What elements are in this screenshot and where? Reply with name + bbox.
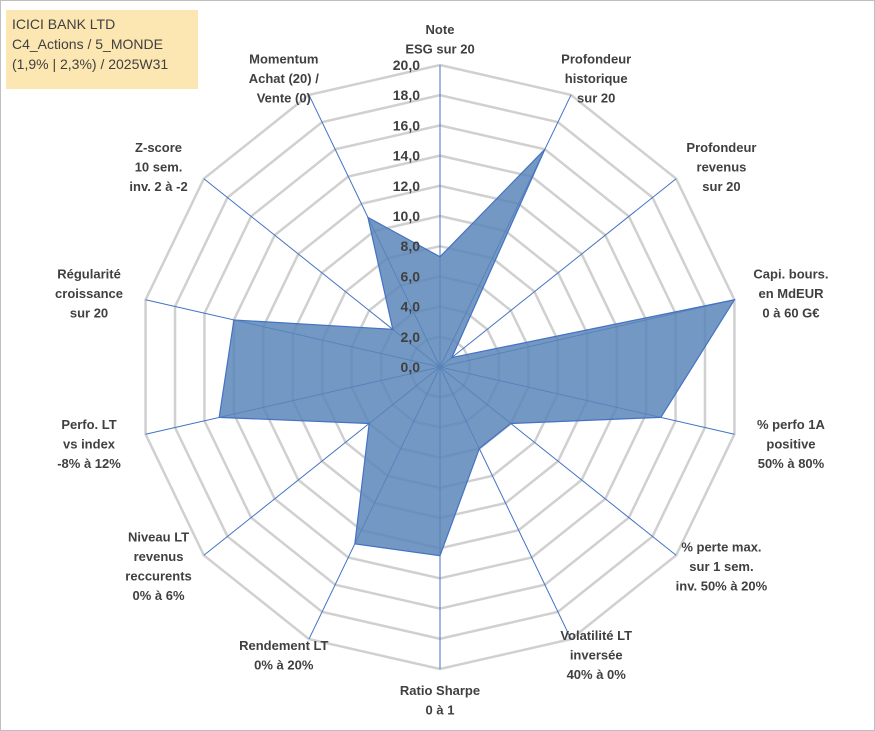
axis-label-line: Z-score xyxy=(135,140,182,155)
axis-label-line: 0% à 6% xyxy=(133,588,185,603)
axis-label-line: Profondeur xyxy=(561,51,631,66)
axis-label-10: Perfo. LT vs index -8% à 12% xyxy=(57,417,121,471)
axis-label-3: Capi. bours. en MdEUR 0 à 60 G€ xyxy=(753,267,828,321)
axis-label-line: % perte max. xyxy=(681,539,761,554)
axis-label-line: en MdEUR xyxy=(758,286,824,301)
axis-label-4: % perfo 1A positive 50% à 80% xyxy=(757,417,826,471)
tick-label: 14,0 xyxy=(393,148,420,164)
axis-label-11: Régularité croissance sur 20 xyxy=(55,267,123,321)
chart-title-line-1: ICICI BANK LTD xyxy=(12,16,116,32)
axis-label-line: Vente (0) xyxy=(257,90,311,105)
axis-label-13: Momentum Achat (20) / Vente (0) xyxy=(249,51,319,105)
axis-label-line: Ratio Sharpe xyxy=(400,683,480,698)
axis-label-line: % perfo 1A xyxy=(757,417,826,432)
axis-label-0: Note ESG sur 20 xyxy=(405,22,474,57)
axis-label-line: 0% à 20% xyxy=(254,657,314,672)
axis-label-line: Perfo. LT xyxy=(61,417,116,432)
tick-label: 0,0 xyxy=(401,359,421,375)
axis-label-line: Capi. bours. xyxy=(753,267,828,282)
axis-label-line: 0 à 1 xyxy=(426,703,455,718)
axis-label-line: -8% à 12% xyxy=(57,456,121,471)
axis-label-7: Ratio Sharpe 0 à 1 xyxy=(400,683,480,718)
axis-label-9: Niveau LT revenus reccurents 0% à 6% xyxy=(125,530,191,604)
axis-label-line: Achat (20) / xyxy=(249,71,319,86)
radar-tick-labels: 0,0 2,0 4,0 6,0 8,0 10,0 12,0 14,0 16,0 18,0 20,0 xyxy=(393,57,420,375)
axis-label-line: historique xyxy=(565,71,628,86)
tick-label: 20,0 xyxy=(393,57,420,73)
axis-label-line: inv. 2 à -2 xyxy=(129,179,187,194)
tick-label: 10,0 xyxy=(393,208,420,224)
chart-title-line-2: C4_Actions / 5_MONDE xyxy=(12,36,163,52)
axis-label-12: Z-score 10 sem. inv. 2 à -2 xyxy=(129,140,187,194)
axis-label-line: Note xyxy=(426,22,455,37)
chart-title-line-3: (1,9% | 2,3%) / 2025W31 xyxy=(12,56,169,72)
axis-label-line: ESG sur 20 xyxy=(405,42,474,57)
axis-label-line: 10 sem. xyxy=(135,160,183,175)
radar-series xyxy=(218,148,736,557)
tick-label: 2,0 xyxy=(401,329,421,345)
tick-label: 18,0 xyxy=(393,87,420,103)
chart-title-box: ICICI BANK LTD C4_Actions / 5_MONDE (1,9… xyxy=(6,10,198,89)
spoke-2 xyxy=(439,178,677,368)
axis-label-line: Volatilité LT xyxy=(560,628,632,643)
axis-label-line: inversée xyxy=(570,648,623,663)
axis-label-1: Profondeur historique sur 20 xyxy=(561,51,631,105)
axis-label-line: reccurents xyxy=(125,569,191,584)
axis-label-line: sur 20 xyxy=(702,179,740,194)
axis-label-line: sur 20 xyxy=(577,90,615,105)
axis-label-line: revenus xyxy=(134,549,184,564)
axis-label-line: Rendement LT xyxy=(239,638,328,653)
axis-label-6: Volatilité LT inversée 40% à 0% xyxy=(560,628,632,682)
axis-label-line: revenus xyxy=(697,160,747,175)
axis-label-line: 0 à 60 G€ xyxy=(762,306,819,321)
axis-label-line: Régularité xyxy=(57,267,121,282)
axis-label-line: Profondeur xyxy=(686,140,756,155)
tick-label: 16,0 xyxy=(393,117,420,133)
tick-label: 8,0 xyxy=(401,238,421,254)
axis-label-line: vs index xyxy=(63,436,116,451)
tick-label: 6,0 xyxy=(401,268,421,284)
axis-label-line: 40% à 0% xyxy=(567,667,627,682)
tick-label: 4,0 xyxy=(401,299,421,315)
axis-label-line: sur 1 sem. xyxy=(689,559,753,574)
axis-label-line: croissance xyxy=(55,286,123,301)
axis-label-8: Rendement LT 0% à 20% xyxy=(239,638,328,673)
radar-axis-labels: Note ESG sur 20 Profondeur historique sur 20… xyxy=(55,22,828,718)
tick-label: 12,0 xyxy=(393,178,420,194)
axis-label-line: inv. 50% à 20% xyxy=(676,578,768,593)
series-area xyxy=(218,148,736,557)
axis-label-line: positive xyxy=(766,436,815,451)
axis-label-5: % perte max. sur 1 sem. inv. 50% à 20% xyxy=(676,539,768,593)
axis-label-line: Niveau LT xyxy=(128,530,189,545)
axis-label-line: Momentum xyxy=(249,51,318,66)
axis-label-line: sur 20 xyxy=(70,306,108,321)
axis-label-2: Profondeur revenus sur 20 xyxy=(686,140,756,194)
axis-label-line: 50% à 80% xyxy=(758,456,825,471)
